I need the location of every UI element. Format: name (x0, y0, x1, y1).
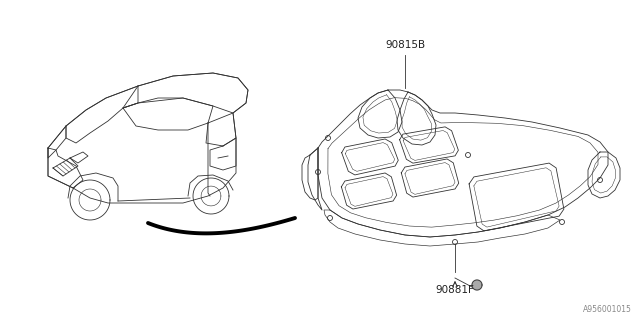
Text: 90815B: 90815B (385, 40, 425, 50)
Text: A956001015: A956001015 (583, 305, 632, 314)
Polygon shape (472, 280, 482, 290)
Text: 90881F: 90881F (436, 285, 474, 295)
